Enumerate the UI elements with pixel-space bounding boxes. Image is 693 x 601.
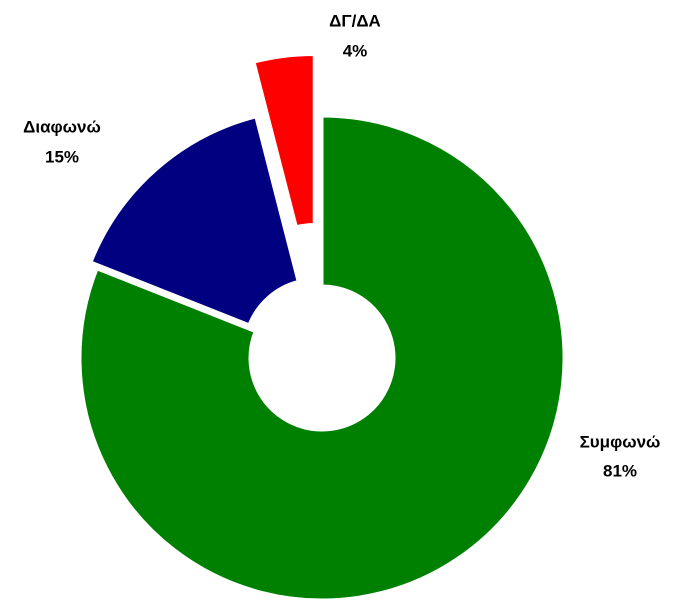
slice-category-label: ΔΓ/ΔΑ — [329, 11, 381, 30]
slice-value-label: 15% — [45, 147, 79, 166]
donut-slice — [89, 115, 300, 327]
slice-value-label: 4% — [343, 41, 368, 60]
slice-category-label: Διαφωνώ — [23, 117, 101, 136]
donut-slice — [252, 52, 316, 229]
slice-value-label: 81% — [603, 461, 637, 480]
donut-slice — [78, 114, 566, 601]
slice-category-label: Συμφωνώ — [580, 432, 661, 451]
